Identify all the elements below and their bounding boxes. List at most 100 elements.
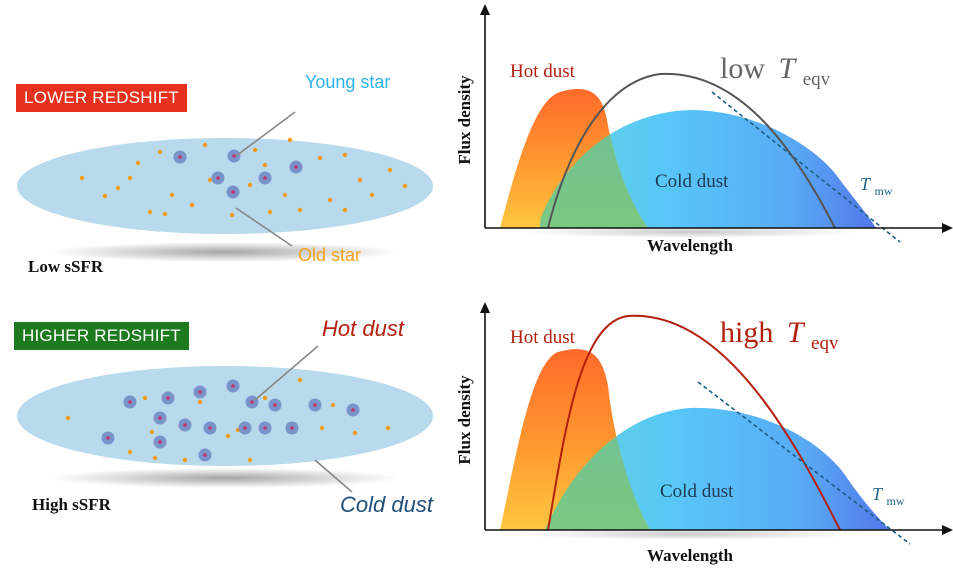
old-star: [157, 149, 163, 155]
old-star: [342, 152, 348, 158]
old-star: [127, 449, 133, 455]
bottom-galaxy: Hot dust Cold dust High sSFR: [17, 316, 434, 517]
bottom-teqv-sub: eqv: [811, 333, 839, 354]
old-star: [247, 457, 253, 463]
old-star: [65, 415, 71, 421]
bottom-y-arrow: [480, 302, 490, 313]
young-star: [193, 385, 207, 399]
young-star: [153, 411, 167, 425]
young-star: [308, 398, 322, 412]
bottom-y-label: Flux density: [455, 375, 474, 465]
old-star: [247, 182, 253, 188]
old-star: [287, 137, 293, 143]
top-tmw-label: T mw: [860, 174, 893, 198]
hot-dust-pointer: [254, 345, 319, 401]
young-star: [203, 421, 217, 435]
bottom-galaxy-shadow: [50, 468, 400, 488]
bottom-young-stars: [101, 379, 360, 462]
young-star-label: Young star: [305, 72, 390, 92]
top-galaxy-disk: [17, 138, 433, 234]
low-ssfr-label: Low sSFR: [28, 257, 104, 276]
young-star: [258, 421, 272, 435]
old-star: [402, 183, 408, 189]
bottom-galaxy-disk: [17, 366, 433, 466]
old-star: [297, 377, 303, 383]
old-star: [385, 425, 391, 431]
young-star: [245, 395, 259, 409]
old-star: [162, 211, 168, 217]
old-star: [267, 209, 273, 215]
bottom-teqv-curve: [547, 314, 841, 531]
young-star: [258, 171, 272, 185]
young-star: [211, 171, 225, 185]
top-tmw-sub: mw: [875, 184, 893, 198]
young-star: [198, 448, 212, 462]
old-star: [352, 430, 358, 436]
bottom-x-arrow: [942, 525, 953, 535]
top-x-label: Wavelength: [647, 236, 733, 255]
young-star: [268, 398, 282, 412]
top-x-arrow: [942, 223, 953, 233]
old-star: [342, 207, 348, 213]
old-star: [147, 209, 153, 215]
old-star: [225, 433, 231, 439]
bottom-tmw-label: T mw: [872, 484, 905, 508]
top-chart-shadow: [520, 226, 860, 238]
bottom-hot-dust-label: Hot dust: [510, 327, 576, 348]
old-star: [297, 207, 303, 213]
young-star: [178, 418, 192, 432]
top-sed-chart: Hot dust Cold dust low T eqv T mw Flux d…: [455, 4, 953, 255]
bottom-old-stars: [65, 377, 391, 463]
old-star: [127, 175, 133, 181]
lower-redshift-tag: LOWER REDSHIFT: [16, 84, 187, 112]
old-star: [387, 167, 393, 173]
old-star: [252, 147, 258, 153]
bottom-tmw-sub: mw: [887, 494, 905, 508]
old-star: [102, 193, 108, 199]
old-star: [197, 399, 203, 405]
young-star: [226, 185, 240, 199]
young-star: [123, 395, 137, 409]
bottom-cold-dust-label: Cold dust: [660, 481, 734, 502]
old-star: [79, 175, 85, 181]
young-star: [153, 435, 167, 449]
top-teqv-label: low T eqv: [720, 52, 831, 90]
old-star: [182, 457, 188, 463]
young-star: [161, 391, 175, 405]
top-young-stars: [173, 149, 303, 199]
old-star: [282, 192, 288, 198]
top-hot-dust-label: Hot dust: [510, 61, 576, 82]
higher-redshift-tag: HIGHER REDSHIFT: [14, 322, 189, 350]
bottom-chart-shadow: [520, 528, 860, 540]
old-star: [330, 402, 336, 408]
young-star: [238, 421, 252, 435]
old-star: [327, 197, 333, 203]
old-star: [369, 192, 375, 198]
old-star: [207, 177, 213, 183]
bottom-tmw-symbol: T: [872, 484, 884, 504]
young-star: [346, 403, 360, 417]
old-star: [319, 425, 325, 431]
top-teqv-prefix: low: [720, 52, 765, 85]
old-star: [317, 155, 323, 161]
top-teqv-curve: [547, 72, 836, 229]
old-star: [202, 142, 208, 148]
old-star-pointer: [235, 207, 293, 247]
young-star: [101, 431, 115, 445]
top-galaxy-shadow: [50, 242, 400, 262]
young-star: [285, 421, 299, 435]
old-star: [135, 160, 141, 166]
old-star-label: Old star: [298, 245, 361, 265]
top-galaxy: Young star Old star Low sSFR: [17, 72, 433, 276]
old-star: [142, 395, 148, 401]
old-star: [115, 185, 121, 191]
bottom-sed-chart: Hot dust Cold dust high T eqv T mw Flux …: [455, 302, 953, 565]
old-star: [262, 395, 268, 401]
bottom-teqv-label: high T eqv: [720, 316, 839, 354]
galaxy-cold-dust-label: Cold dust: [340, 492, 434, 517]
cold-dust-pointer: [314, 459, 353, 493]
top-y-arrow: [480, 4, 490, 15]
bottom-teqv-prefix: high: [720, 316, 773, 349]
young-star: [227, 149, 241, 163]
